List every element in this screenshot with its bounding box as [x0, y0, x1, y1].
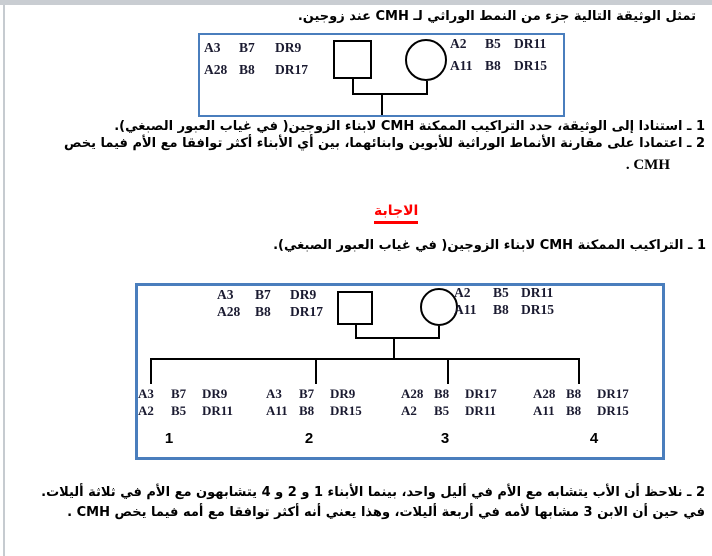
allele: DR15 [597, 403, 629, 418]
allele: A2 [138, 403, 154, 418]
allele: DR9 [290, 287, 317, 302]
allele: A11 [454, 302, 477, 317]
allele: DR15 [330, 403, 362, 418]
allele: B8 [239, 62, 255, 77]
answer-q1-text: 1 ـ التراكيب الممكنة CMH لابناء الزوجين(… [273, 238, 706, 253]
pedigree-line [426, 81, 428, 93]
allele: B7 [255, 287, 271, 302]
allele: B7 [171, 386, 187, 401]
child-1-number: 1 [164, 430, 174, 447]
question-2: 2 ـ اعتمادا على مقارنة الأنماط الوراثية … [63, 136, 705, 151]
child-drop-line [315, 358, 317, 384]
child-4-haplotypes: A28 B8 DR17 A11 B8 DR15 [533, 386, 641, 418]
allele: B7 [299, 386, 315, 401]
pedigree-box-answer: A3 B7 DR9 A28 B8 DR17 A2 B5 DR11 A11 B8 … [135, 283, 665, 460]
pedigree-line [438, 326, 440, 338]
mother-symbol-circle [405, 39, 447, 81]
allele: A3 [204, 40, 221, 55]
pedigree-line [393, 337, 395, 358]
allele: DR17 [290, 304, 323, 319]
page-left-edge [3, 5, 5, 556]
child-4-number: 4 [589, 430, 599, 447]
allele: A2 [401, 403, 417, 418]
father-haplotypes: A3 B7 DR9 A28 B8 DR17 [204, 39, 323, 78]
pedigree-line [355, 337, 440, 339]
father-symbol-square [333, 40, 372, 79]
child-drop-line [150, 358, 152, 384]
pedigree-line [352, 93, 428, 95]
allele: DR9 [202, 386, 228, 401]
window-top-edge [0, 0, 712, 5]
allele: DR17 [275, 62, 308, 77]
allele: DR11 [514, 36, 547, 51]
allele: B8 [299, 403, 315, 418]
allele: A28 [401, 386, 424, 401]
allele: B8 [493, 302, 509, 317]
allele: B8 [485, 58, 501, 73]
intro-text: تمثل الوثيقة التالية جزء من النمط الوراث… [297, 9, 696, 24]
allele: A28 [204, 62, 228, 77]
allele: DR15 [514, 58, 547, 73]
allele: DR9 [330, 386, 356, 401]
allele: A3 [217, 287, 234, 302]
allele: A3 [138, 386, 154, 401]
father-haplotypes: A3 B7 DR9 A28 B8 DR17 [217, 286, 340, 320]
child-2-number: 2 [304, 430, 314, 447]
pedigree-line [352, 79, 354, 93]
pedigree-line [381, 93, 383, 115]
allele: B5 [171, 403, 187, 418]
allele: A11 [533, 403, 555, 418]
allele: DR11 [202, 403, 234, 418]
allele: B8 [566, 386, 582, 401]
father-symbol-square [337, 291, 373, 325]
allele: B5 [434, 403, 450, 418]
child-3-haplotypes: A28 B8 DR17 A2 B5 DR11 [401, 386, 509, 418]
child-drop-line [578, 358, 580, 384]
question-2-continuation: CMH . [625, 157, 670, 173]
allele: DR17 [597, 386, 629, 401]
allele: A11 [450, 58, 473, 73]
allele: DR9 [275, 40, 302, 55]
pedigree-line [355, 325, 357, 338]
conclusion-line-1: 2 ـ نلاحظ أن الأب يتشابه مع الأم في أليل… [41, 485, 705, 500]
allele: B5 [485, 36, 501, 51]
allele: A2 [454, 285, 471, 300]
answer-heading: الاجابة [374, 203, 419, 224]
allele: B8 [566, 403, 582, 418]
allele: B5 [493, 285, 509, 300]
child-1-haplotypes: A3 B7 DR9 A2 B5 DR11 [138, 386, 246, 418]
child-drop-line [447, 358, 449, 384]
allele: DR11 [465, 403, 497, 418]
allele: B8 [255, 304, 271, 319]
child-2-haplotypes: A3 B7 DR9 A11 B8 DR15 [266, 386, 374, 418]
mother-haplotypes: A2 B5 DR11 A11 B8 DR15 [454, 284, 571, 318]
pedigree-box-parents: A3 B7 DR9 A28 B8 DR17 A2 B5 DR11 A11 B8 … [198, 33, 565, 117]
sibship-line [150, 358, 580, 360]
allele: DR17 [465, 386, 497, 401]
allele: DR11 [521, 285, 554, 300]
allele: A2 [450, 36, 467, 51]
child-3-number: 3 [440, 430, 450, 447]
allele: DR15 [521, 302, 554, 317]
mother-haplotypes: A2 B5 DR11 A11 B8 DR15 [450, 35, 562, 74]
allele: A11 [266, 403, 288, 418]
mother-symbol-circle [420, 288, 458, 326]
conclusion-line-2: في حين أن الابن 3 مشابها لأمه في أربعة أ… [67, 505, 705, 520]
allele: B8 [434, 386, 450, 401]
question-1: 1 ـ استنادا إلى الوثيقة، حدد التراكيب ال… [114, 119, 705, 134]
allele: A28 [533, 386, 556, 401]
allele: A28 [217, 304, 241, 319]
allele: A3 [266, 386, 282, 401]
allele: B7 [239, 40, 255, 55]
